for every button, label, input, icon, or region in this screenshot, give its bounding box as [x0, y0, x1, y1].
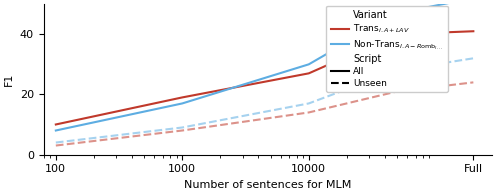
Legend: Variant, Trans$_{l.A+LAV}$, Non-Trans$_{l.A-R\mathrm{omb}_{l...}}$, Script, All,: Variant, Trans$_{l.A+LAV}$, Non-Trans$_{…	[326, 6, 448, 92]
X-axis label: Number of sentences for MLM: Number of sentences for MLM	[184, 180, 351, 190]
Y-axis label: F1: F1	[4, 73, 14, 86]
